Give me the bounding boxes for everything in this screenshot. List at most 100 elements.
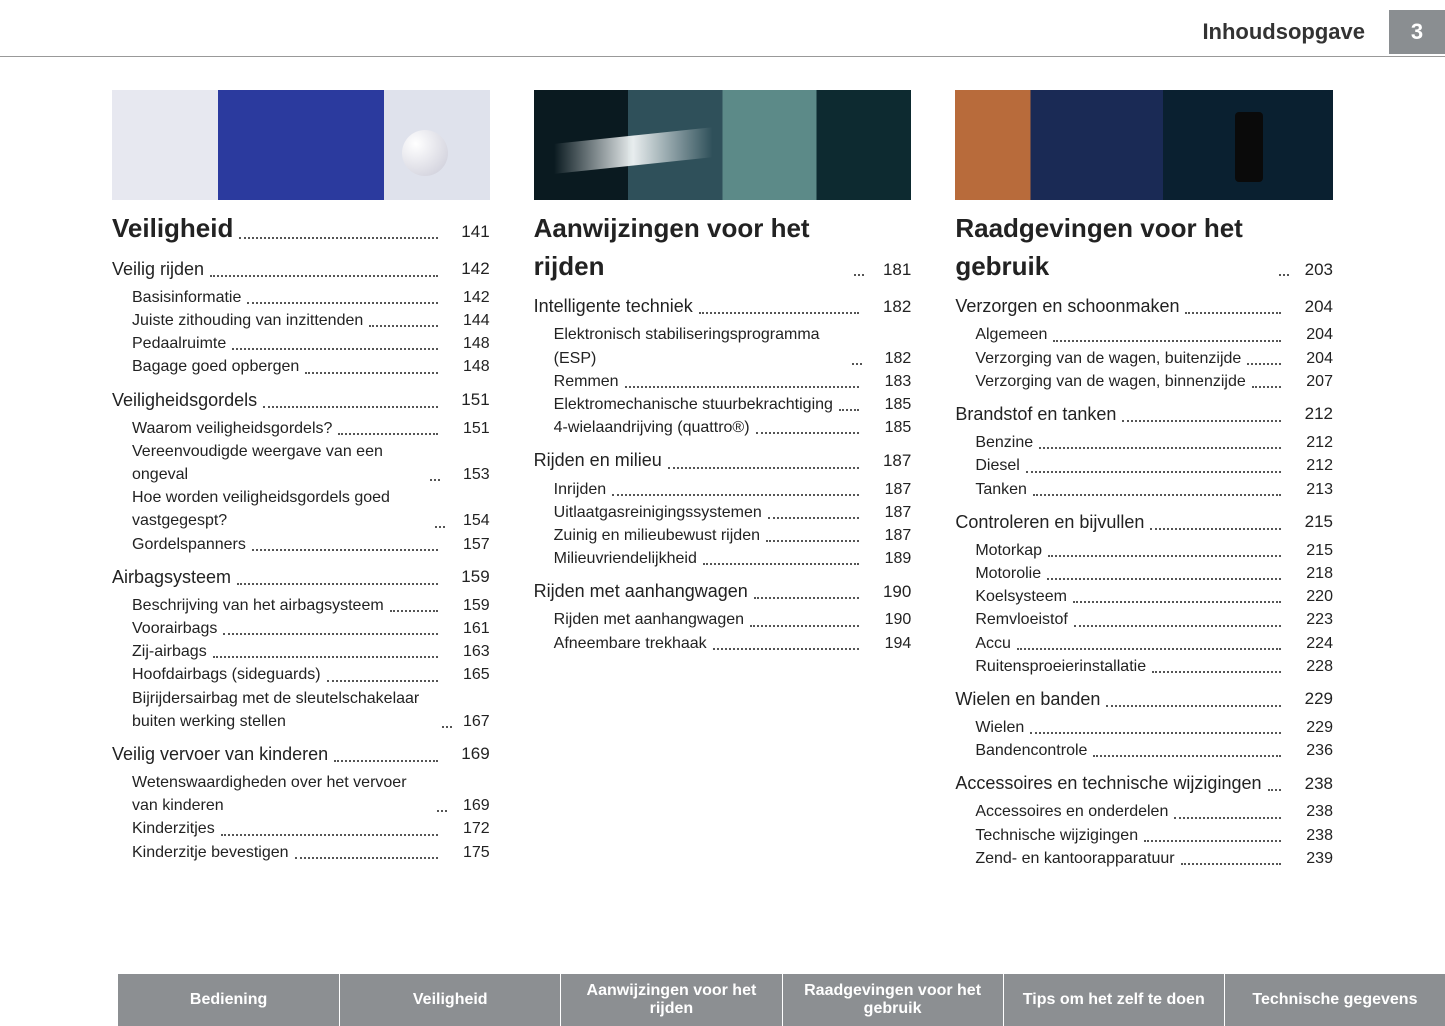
toc-dots	[1026, 471, 1281, 473]
toc-sub-page: 224	[1287, 632, 1333, 655]
toc-row: Bandencontrole236	[955, 739, 1333, 762]
toc-row: Rijden met aanhangwagen190	[534, 608, 912, 631]
toc-sub-page: 169	[453, 794, 490, 817]
toc-sub-page: 238	[1287, 800, 1333, 823]
toc-row: Veilig rijden142	[112, 256, 490, 282]
toc-sub-page: 228	[1287, 655, 1333, 678]
footer-tab[interactable]: Tips om het zelf te doen	[1003, 974, 1224, 1026]
toc-dots	[1268, 789, 1281, 791]
toc-section-label: Veiligheidsgordels	[112, 387, 257, 413]
toc-section: Intelligente techniek182	[534, 293, 912, 319]
toc-dots	[263, 406, 438, 408]
toc-sub-label: Verzorging van de wagen, buitenzijde	[975, 347, 1241, 370]
toc-column: Veiligheid141Veilig rijden142Basisinform…	[112, 90, 490, 870]
toc-row: Waarom veiligheidsgordels?151	[112, 417, 490, 440]
toc-column: Aanwijzingen voor het rijden181Intellige…	[534, 90, 912, 870]
toc-sub-label: Tanken	[975, 478, 1027, 501]
toc-dots	[703, 563, 859, 565]
header-title: Inhoudsopgave	[1202, 19, 1365, 45]
toc-sub-page: 220	[1287, 585, 1333, 608]
toc-dots	[435, 526, 445, 528]
toc-row: Kinderzitje bevestigen175	[112, 841, 490, 864]
toc-section-label: Intelligente techniek	[534, 293, 693, 319]
toc-sub-page: 212	[1287, 431, 1333, 454]
toc-dots	[612, 494, 859, 496]
toc-dots	[442, 726, 452, 728]
toc-dots	[213, 656, 438, 658]
toc-section-label: Controleren en bijvullen	[955, 509, 1144, 535]
toc-section-label: Verzorgen en schoonmaken	[955, 293, 1179, 319]
toc-sub-page: 144	[444, 309, 490, 332]
toc-dots	[668, 467, 860, 469]
toc-sub-page: 161	[444, 617, 490, 640]
toc-dots	[1150, 528, 1281, 530]
footer-tab[interactable]: Bediening	[118, 974, 339, 1026]
toc-section: Verzorgen en schoonmaken204	[955, 293, 1333, 319]
column-hero-image	[955, 90, 1333, 200]
toc-section-label: Airbagsysteem	[112, 564, 231, 590]
toc-section: Veilig rijden142	[112, 256, 490, 282]
toc-row: Motorolie218	[955, 562, 1333, 585]
toc-sub-page: 163	[444, 640, 490, 663]
toc-dots	[1144, 840, 1281, 842]
toc-sub-label: Uitlaatgasreinigingssystemen	[554, 501, 762, 524]
toc-sub-label: Bijrijdersairbag met de sleutelschakelaa…	[132, 687, 436, 733]
toc-sub-page: 190	[865, 608, 911, 631]
footer-tab[interactable]: Raadgevingen voor het gebruik	[782, 974, 1003, 1026]
toc-sub-page: 148	[444, 355, 490, 378]
toc-row: Milieuvriendelijkheid189	[534, 547, 912, 570]
toc-dots	[756, 432, 860, 434]
toc-section-label: Wielen en banden	[955, 686, 1100, 712]
footer-tab[interactable]: Veiligheid	[339, 974, 560, 1026]
toc-sub-page: 187	[865, 478, 911, 501]
toc-row: Verzorging van de wagen, binnenzijde207	[955, 370, 1333, 393]
toc-sub-page: 213	[1287, 478, 1333, 501]
toc-dots	[237, 583, 438, 585]
toc-row: Rijden en milieu187	[534, 447, 912, 473]
toc-section: Airbagsysteem 159	[112, 564, 490, 590]
toc-row: Pedaalruimte148	[112, 332, 490, 355]
toc-row: Gordelspanners157	[112, 533, 490, 556]
toc-sub-label: Accessoires en onderdelen	[975, 800, 1168, 823]
toc-sub-label: Milieuvriendelijkheid	[554, 547, 697, 570]
toc-row: Elektronisch stabiliseringsprogramma (ES…	[534, 323, 912, 369]
toc-sub-label: Remmen	[554, 370, 619, 393]
toc-dots	[1106, 705, 1281, 707]
toc-dots	[839, 409, 859, 411]
toc-dots	[437, 810, 447, 812]
toc-row: Vereenvoudigde weergave van een ongeval1…	[112, 440, 490, 486]
toc-row: Voorairbags161	[112, 617, 490, 640]
toc-dots	[1122, 420, 1281, 422]
toc-section-page: 159	[444, 565, 490, 590]
toc-row: Raadgevingen voor het gebruik203	[955, 210, 1333, 285]
toc-dots	[338, 433, 437, 435]
toc-section-page: 229	[1287, 687, 1333, 712]
toc-sub-label: Verzorging van de wagen, binnenzijde	[975, 370, 1245, 393]
toc-dots	[754, 597, 860, 599]
toc-dots	[854, 274, 864, 276]
toc-sub-label: 4-wielaandrijving (quattro®)	[554, 416, 750, 439]
toc-sub-label: Kinderzitjes	[132, 817, 215, 840]
toc-sub-label: Benzine	[975, 431, 1033, 454]
footer-tab[interactable]: Aanwijzingen voor het rijden	[560, 974, 781, 1026]
column-hero-image	[112, 90, 490, 200]
toc-dots	[625, 386, 860, 388]
toc-sub-page: 151	[444, 417, 490, 440]
toc-row: Koelsysteem220	[955, 585, 1333, 608]
footer-tab[interactable]: Technische gegevens	[1224, 974, 1445, 1026]
toc-row: Intelligente techniek182	[534, 293, 912, 319]
page: { "header": { "title": "Inhoudsopgave", …	[0, 0, 1445, 1026]
toc-content: Veiligheid141Veilig rijden142Basisinform…	[112, 90, 1333, 870]
toc-row: Accessoires en technische wijzigingen238	[955, 770, 1333, 796]
toc-sub-label: Vereenvoudigde weergave van een ongeval	[132, 440, 424, 486]
toc-row: Motorkap215	[955, 539, 1333, 562]
toc-heading-label: Veiligheid	[112, 210, 233, 248]
toc-row: Verzorgen en schoonmaken204	[955, 293, 1333, 319]
toc-section-page: 187	[865, 449, 911, 474]
toc-dots	[1030, 732, 1281, 734]
toc-sub-label: Accu	[975, 632, 1011, 655]
toc-dots	[1093, 755, 1281, 757]
toc-dots	[750, 625, 859, 627]
toc-section-page: 238	[1287, 772, 1333, 797]
toc-dots	[1181, 863, 1281, 865]
